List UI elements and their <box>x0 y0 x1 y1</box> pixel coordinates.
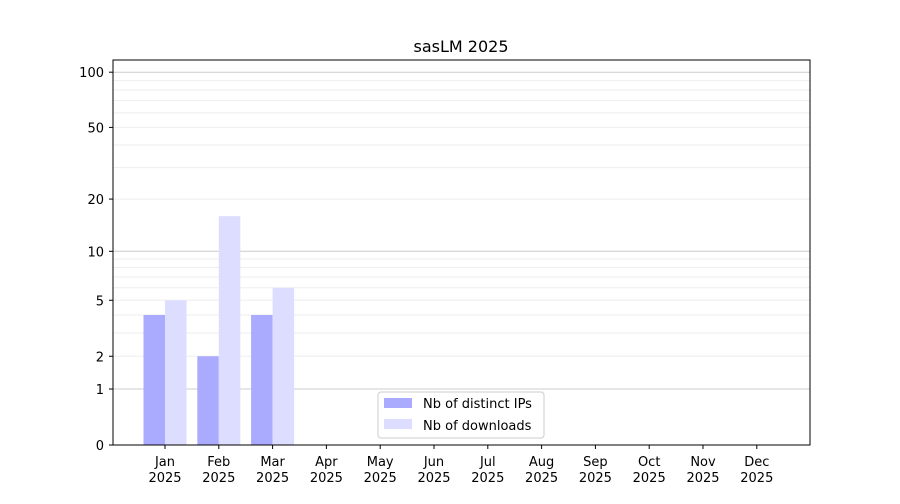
legend-label-downloads: Nb of downloads <box>423 419 532 434</box>
legend-swatch-ips <box>384 398 412 408</box>
y-tick-label: 20 <box>87 193 104 208</box>
x-tick-label-year: 2025 <box>148 471 181 486</box>
bar-downloads-feb <box>218 216 241 445</box>
legend-swatch-downloads <box>384 419 412 429</box>
x-tick-label-year: 2025 <box>471 471 504 486</box>
x-tick-label-year: 2025 <box>310 471 343 486</box>
x-tick-label-month: Jul <box>479 455 496 470</box>
legend-label-ips: Nb of distinct IPs <box>423 397 532 412</box>
x-tick-label-month: Jun <box>423 455 444 470</box>
chart-title: sasLM 2025 <box>414 37 509 56</box>
x-tick-label-month: Dec <box>744 455 769 470</box>
x-tick-label-year: 2025 <box>417 471 450 486</box>
y-tick-label: 0 <box>96 439 104 454</box>
bar-distinct-ips-mar <box>251 314 273 445</box>
x-tick-label-month: Apr <box>315 455 338 470</box>
x-tick-label-month: Oct <box>638 455 660 470</box>
x-tick-label-month: Nov <box>690 455 716 470</box>
legend-box <box>377 391 545 439</box>
bar-downloads-jan <box>165 300 187 445</box>
x-tick-label-month: Mar <box>260 455 285 470</box>
legend: Nb of distinct IPs Nb of downloads <box>377 391 545 439</box>
y-tick-label: 10 <box>87 245 104 260</box>
y-tick-label: 2 <box>96 350 104 365</box>
x-tick-label-year: 2025 <box>579 471 612 486</box>
y-tick-label: 100 <box>79 66 104 81</box>
y-tick-label: 1 <box>96 383 104 398</box>
y-tick-label: 5 <box>96 294 104 309</box>
x-tick-label-month: Jan <box>154 455 175 470</box>
x-tick-label-year: 2025 <box>686 471 719 486</box>
bar-distinct-ips-feb <box>197 356 219 445</box>
bar-distinct-ips-jan <box>143 314 165 445</box>
y-tick-label: 50 <box>87 121 104 136</box>
x-tick-label-year: 2025 <box>202 471 235 486</box>
x-tick-label-month: Feb <box>207 455 230 470</box>
x-tick-label-year: 2025 <box>256 471 289 486</box>
x-tick-label-month: May <box>367 455 394 470</box>
x-tick-label-year: 2025 <box>740 471 773 486</box>
x-tick-label-month: Aug <box>529 455 554 470</box>
x-tick-label-year: 2025 <box>364 471 397 486</box>
x-tick-label-year: 2025 <box>633 471 666 486</box>
plot-frame <box>112 59 811 446</box>
bar-downloads-mar <box>272 287 295 445</box>
x-tick-label-month: Sep <box>583 455 608 470</box>
x-tick-label-year: 2025 <box>525 471 558 486</box>
